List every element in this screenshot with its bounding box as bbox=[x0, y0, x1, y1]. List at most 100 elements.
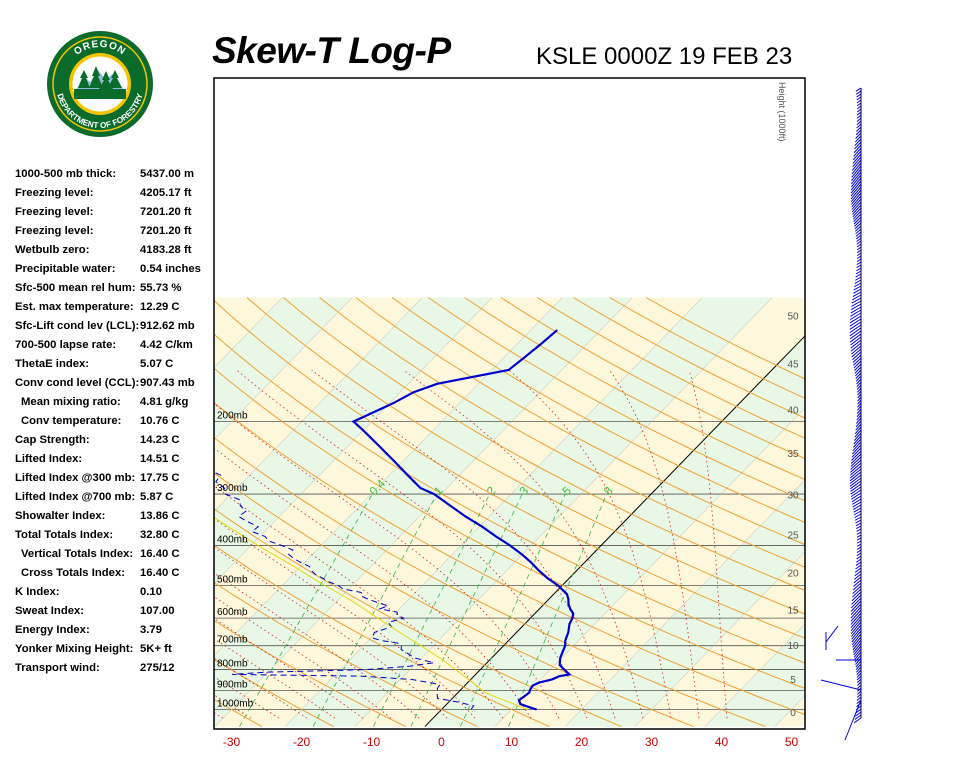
wind-barb bbox=[855, 90, 862, 95]
index-label: Sfc-Lift cond lev (LCL): bbox=[15, 320, 140, 332]
zero-isotherm-line bbox=[424, 335, 805, 727]
wind-barb bbox=[855, 372, 862, 379]
index-value: 5437.00 m bbox=[140, 168, 195, 180]
index-value: 107.00 bbox=[140, 605, 175, 617]
index-row: ThetaE index: 5.07 C bbox=[15, 358, 215, 377]
wind-barb bbox=[849, 471, 862, 482]
wind-barb bbox=[853, 648, 862, 658]
index-row: Lifted Index: 14.51 C bbox=[15, 453, 215, 472]
moist-adiabat bbox=[214, 546, 448, 719]
wind-barb bbox=[853, 504, 862, 511]
isobar-label: 200mb bbox=[217, 411, 248, 422]
wind-barb bbox=[825, 625, 839, 643]
wind-barb bbox=[854, 282, 862, 288]
wind-barb bbox=[854, 513, 862, 518]
wind-barb bbox=[850, 342, 862, 352]
index-row: Wetbulb zero: 4183.28 ft bbox=[15, 244, 215, 263]
temperature-tick-label: 10 bbox=[505, 735, 519, 749]
wind-barb bbox=[856, 264, 862, 269]
wind-barb bbox=[854, 135, 862, 143]
isotherm-band bbox=[354, 297, 805, 727]
isobar-label: 300mb bbox=[217, 483, 248, 494]
wind-barb bbox=[851, 198, 862, 210]
wind-barb bbox=[857, 684, 862, 689]
wind-barb bbox=[849, 324, 862, 334]
index-row: 1000-500 mb thick: 5437.00 m bbox=[15, 168, 215, 187]
dry-adiabat bbox=[214, 581, 478, 728]
isotherm-line bbox=[0, 298, 2, 727]
mixing-ratio-line bbox=[312, 493, 438, 727]
index-value: 32.80 C bbox=[140, 529, 180, 541]
wind-barb bbox=[850, 306, 862, 314]
index-row: Lifted Index @300 mb: 17.75 C bbox=[15, 472, 215, 491]
wind-barb bbox=[856, 96, 862, 101]
wind-barb bbox=[850, 459, 862, 470]
dry-adiabat bbox=[464, 297, 805, 481]
wind-barb bbox=[856, 672, 862, 678]
wind-barb bbox=[854, 222, 862, 230]
wind-barb bbox=[856, 417, 862, 424]
height-tick-label: 15 bbox=[787, 605, 799, 616]
index-row: K Index: 0.10 bbox=[15, 586, 215, 605]
wind-barb bbox=[852, 444, 862, 455]
wind-barb bbox=[856, 414, 862, 421]
wind-barb bbox=[855, 87, 862, 92]
wind-barb bbox=[856, 255, 862, 259]
isotherm-line bbox=[284, 297, 703, 727]
temperature-tick-label: 50 bbox=[785, 735, 799, 749]
wind-barb bbox=[852, 291, 862, 297]
wind-barb bbox=[856, 123, 862, 129]
index-value: 5K+ ft bbox=[140, 643, 172, 655]
wind-barb bbox=[854, 516, 862, 521]
wind-barb bbox=[849, 312, 862, 321]
index-row: Cap Strength: 14.23 C bbox=[15, 434, 215, 453]
height-tick-label: 10 bbox=[787, 641, 799, 652]
wind-barb bbox=[852, 354, 862, 363]
wind-barb bbox=[853, 576, 862, 584]
wind-barb bbox=[853, 288, 862, 294]
wind-barb bbox=[854, 366, 862, 374]
index-label: Total Totals Index: bbox=[15, 529, 114, 541]
wind-barb bbox=[852, 441, 862, 452]
isotherm-line bbox=[704, 623, 805, 727]
isotherm-line bbox=[214, 297, 423, 513]
wind-barb bbox=[856, 387, 862, 393]
wind-barb bbox=[850, 486, 862, 495]
wind-barb bbox=[856, 243, 862, 248]
isotherm-line bbox=[564, 479, 805, 727]
wind-barb bbox=[844, 699, 862, 741]
wind-barb bbox=[855, 276, 862, 281]
dry-adiabat bbox=[355, 297, 805, 546]
index-label: Cross Totals Index: bbox=[21, 567, 125, 579]
wind-barb bbox=[855, 561, 862, 566]
index-label: Wetbulb zero: bbox=[15, 244, 90, 256]
wind-barb bbox=[851, 159, 862, 171]
index-value: 10.76 C bbox=[140, 415, 180, 427]
wind-barb bbox=[849, 333, 862, 343]
dry-adiabat bbox=[214, 544, 550, 728]
index-value: 4.81 g/kg bbox=[140, 396, 189, 408]
wind-barb bbox=[856, 537, 862, 541]
wind-barb bbox=[854, 651, 862, 661]
wind-barb bbox=[856, 669, 862, 676]
wind-barb bbox=[857, 402, 862, 408]
wind-barb bbox=[856, 384, 862, 390]
height-axis-label: Height (1000ft) bbox=[777, 82, 787, 142]
wind-barb bbox=[856, 252, 862, 257]
wind-barb bbox=[851, 162, 862, 175]
index-value: 3.79 bbox=[140, 624, 162, 636]
wind-barb bbox=[850, 489, 862, 498]
moist-adiabat bbox=[214, 517, 476, 719]
wind-barb bbox=[854, 426, 862, 435]
temperature-tick-label: 30 bbox=[645, 735, 659, 749]
wind-barb bbox=[851, 201, 862, 213]
index-row: Precipitable water: 0.54 inches bbox=[15, 263, 215, 282]
wind-barb bbox=[849, 318, 862, 327]
index-value: 0.54 inches bbox=[140, 263, 201, 275]
index-row: Conv cond level (CCL): 907.43 mb bbox=[15, 377, 215, 396]
wind-barb bbox=[853, 579, 862, 587]
height-tick-label: 20 bbox=[787, 569, 799, 580]
index-label: Transport wind: bbox=[15, 662, 100, 674]
index-label: 700-500 lapse rate: bbox=[15, 339, 117, 351]
wind-barb bbox=[853, 285, 862, 291]
